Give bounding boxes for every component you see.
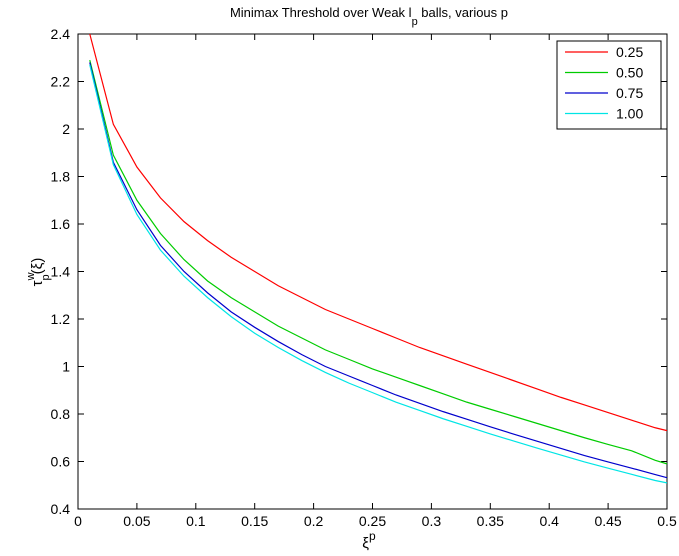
x-tick-label: 0.15 xyxy=(241,513,268,529)
x-axis: 0 0.05 0.1 0.15 0.2 0.25 0.3 0.35 0.4 0.45 0.5 xyxy=(74,34,677,529)
title-prefix: Minimax Threshold over Weak l xyxy=(230,5,412,20)
y-tick-label: 2.2 xyxy=(51,74,71,90)
y-tick-label: 0.8 xyxy=(51,406,71,422)
x-tick-label: 0.3 xyxy=(422,513,442,529)
y-tick-label: 2.4 xyxy=(51,26,71,42)
x-tick-label: 0.4 xyxy=(539,513,559,529)
legend-label: 0.25 xyxy=(616,44,643,60)
y-tick-label: 1.2 xyxy=(51,311,71,327)
svg-text:τwp(ξ): τw p(ξ) xyxy=(25,258,52,287)
y-label-subscript: p xyxy=(40,274,52,280)
legend: 0.25 0.50 0.75 1.00 xyxy=(556,40,662,130)
x-tick-label: 0.25 xyxy=(359,513,386,529)
series-line-1-00 xyxy=(89,64,668,484)
y-label-base: τ xyxy=(29,280,46,286)
series-line-0-50 xyxy=(89,59,668,465)
y-axis-label: τw p(ξ) xyxy=(25,258,52,287)
y-axis: 0.4 0.6 0.8 1 1.2 1.4 1.6 1.8 2 2.2 2.4 xyxy=(51,26,667,517)
y-tick-label: 1.4 xyxy=(51,264,71,280)
y-label-suffix: (ξ) xyxy=(29,258,46,275)
legend-box xyxy=(556,40,662,130)
y-label-superscript: w xyxy=(25,272,37,281)
x-label-base: ξ xyxy=(362,535,369,552)
y-tick-label: 1 xyxy=(62,359,70,375)
x-tick-label: 0.35 xyxy=(477,513,504,529)
x-axis-label: ξp xyxy=(362,529,376,552)
x-tick-label: 0.45 xyxy=(594,513,621,529)
x-tick-label: 0.2 xyxy=(304,513,324,529)
y-tick-label: 1.6 xyxy=(51,216,71,232)
chart-title: Minimax Threshold over Weak lp balls, va… xyxy=(230,5,508,28)
x-tick-label: 0 xyxy=(74,513,82,529)
y-tick-label: 0.4 xyxy=(51,501,71,517)
legend-label: 0.50 xyxy=(616,65,643,81)
y-tick-label: 0.6 xyxy=(51,454,71,470)
y-tick-label: 2 xyxy=(62,121,70,137)
x-tick-label: 0.1 xyxy=(186,513,206,529)
title-subscript: p xyxy=(412,16,418,28)
series-line-0-25 xyxy=(89,33,668,432)
x-label-superscript: p xyxy=(369,529,376,543)
y-tick-label: 1.8 xyxy=(51,169,71,185)
title-suffix: balls, various p xyxy=(418,5,508,20)
plot-lines xyxy=(89,33,668,484)
x-tick-label: 0.5 xyxy=(657,513,677,529)
legend-label: 1.00 xyxy=(616,106,643,122)
x-tick-label: 0.05 xyxy=(123,513,150,529)
series-line-0-75 xyxy=(89,62,668,479)
legend-label: 0.75 xyxy=(616,85,643,101)
